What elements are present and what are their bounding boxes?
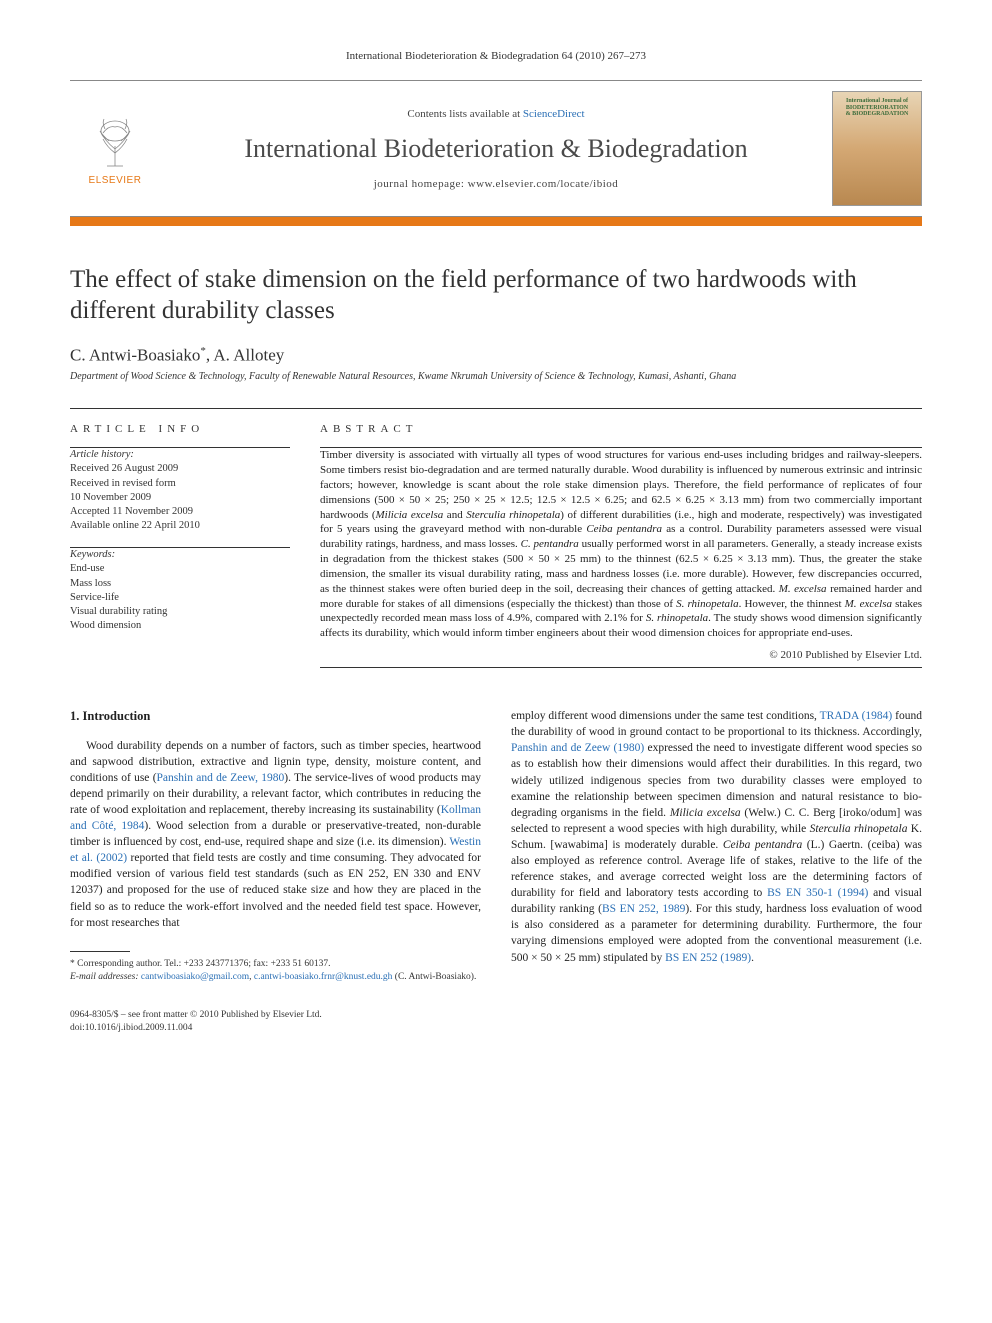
keyword: End-use [70,562,290,576]
authors: C. Antwi-Boasiako*, A. Allotey [70,345,922,366]
journal-masthead: ELSEVIER Contents lists available at Sci… [70,80,922,217]
section-heading-introduction: 1. Introduction [70,708,481,726]
keyword: Wood dimension [70,619,290,633]
history-line: Received in revised form [70,477,290,491]
email-label: E-mail addresses: [70,972,139,982]
article-history: Article history: Received 26 August 2009… [70,448,290,533]
abstract-label: ABSTRACT [320,423,922,435]
body-columns: 1. Introduction Wood durability depends … [70,708,922,1035]
abstract-copyright: © 2010 Published by Elsevier Ltd. [320,649,922,661]
body-paragraph: employ different wood dimensions under t… [511,708,922,966]
contents-prefix: Contents lists available at [407,108,522,120]
email-list: cantwiboasiako@gmail.com, c.antwi-boasia… [141,972,476,982]
homepage-prefix: journal homepage: [374,178,468,190]
body-column-left: 1. Introduction Wood durability depends … [70,708,481,1035]
article-title: The effect of stake dimension on the fie… [70,264,922,327]
front-matter-line: 0964-8305/$ – see front matter © 2010 Pu… [70,1009,481,1022]
keyword: Mass loss [70,577,290,591]
corresponding-author-note: * Corresponding author. Tel.: +233 24377… [70,958,481,971]
abstract-column: ABSTRACT Timber diversity is associated … [320,408,922,668]
doi-line: doi:10.1016/j.ibiod.2009.11.004 [70,1022,481,1035]
homepage-url: www.elsevier.com/locate/ibiod [468,178,619,190]
journal-name: International Biodeterioration & Biodegr… [170,134,822,164]
body-column-right: employ different wood dimensions under t… [511,708,922,1035]
cover-text: International Journal of BIODETERIORATIO… [846,98,909,118]
orange-divider-bar [70,217,922,226]
affiliation: Department of Wood Science & Technology,… [70,371,922,382]
masthead-center: Contents lists available at ScienceDirec… [160,108,832,190]
keyword: Visual durability rating [70,605,290,619]
journal-homepage-line: journal homepage: www.elsevier.com/locat… [170,178,822,190]
article-info-column: ARTICLE INFO Article history: Received 2… [70,408,290,668]
abstract-text: Timber diversity is associated with virt… [320,448,922,641]
footnotes: * Corresponding author. Tel.: +233 24377… [70,958,481,984]
history-line: 10 November 2009 [70,491,290,505]
keyword: Service-life [70,591,290,605]
footnote-separator [70,951,130,952]
keywords-block: Keywords: End-use Mass loss Service-life… [70,548,290,633]
keywords-heading: Keywords: [70,548,290,562]
history-line: Accepted 11 November 2009 [70,505,290,519]
history-heading: Article history: [70,448,290,462]
email-addresses: E-mail addresses: cantwiboasiako@gmail.c… [70,971,481,984]
article-info-label: ARTICLE INFO [70,423,290,435]
page-footer: 0964-8305/$ – see front matter © 2010 Pu… [70,1009,481,1035]
journal-cover-thumbnail: International Journal of BIODETERIORATIO… [832,91,922,206]
body-paragraph: Wood durability depends on a number of f… [70,738,481,931]
elsevier-label: ELSEVIER [89,175,142,186]
contents-lists-line: Contents lists available at ScienceDirec… [170,108,822,120]
publisher-logo-block: ELSEVIER [70,111,160,186]
sciencedirect-link[interactable]: ScienceDirect [523,108,585,120]
running-head: International Biodeterioration & Biodegr… [70,50,922,62]
history-line: Available online 22 April 2010 [70,519,290,533]
history-line: Received 26 August 2009 [70,462,290,476]
divider [320,667,922,668]
elsevier-tree-icon [85,111,145,171]
